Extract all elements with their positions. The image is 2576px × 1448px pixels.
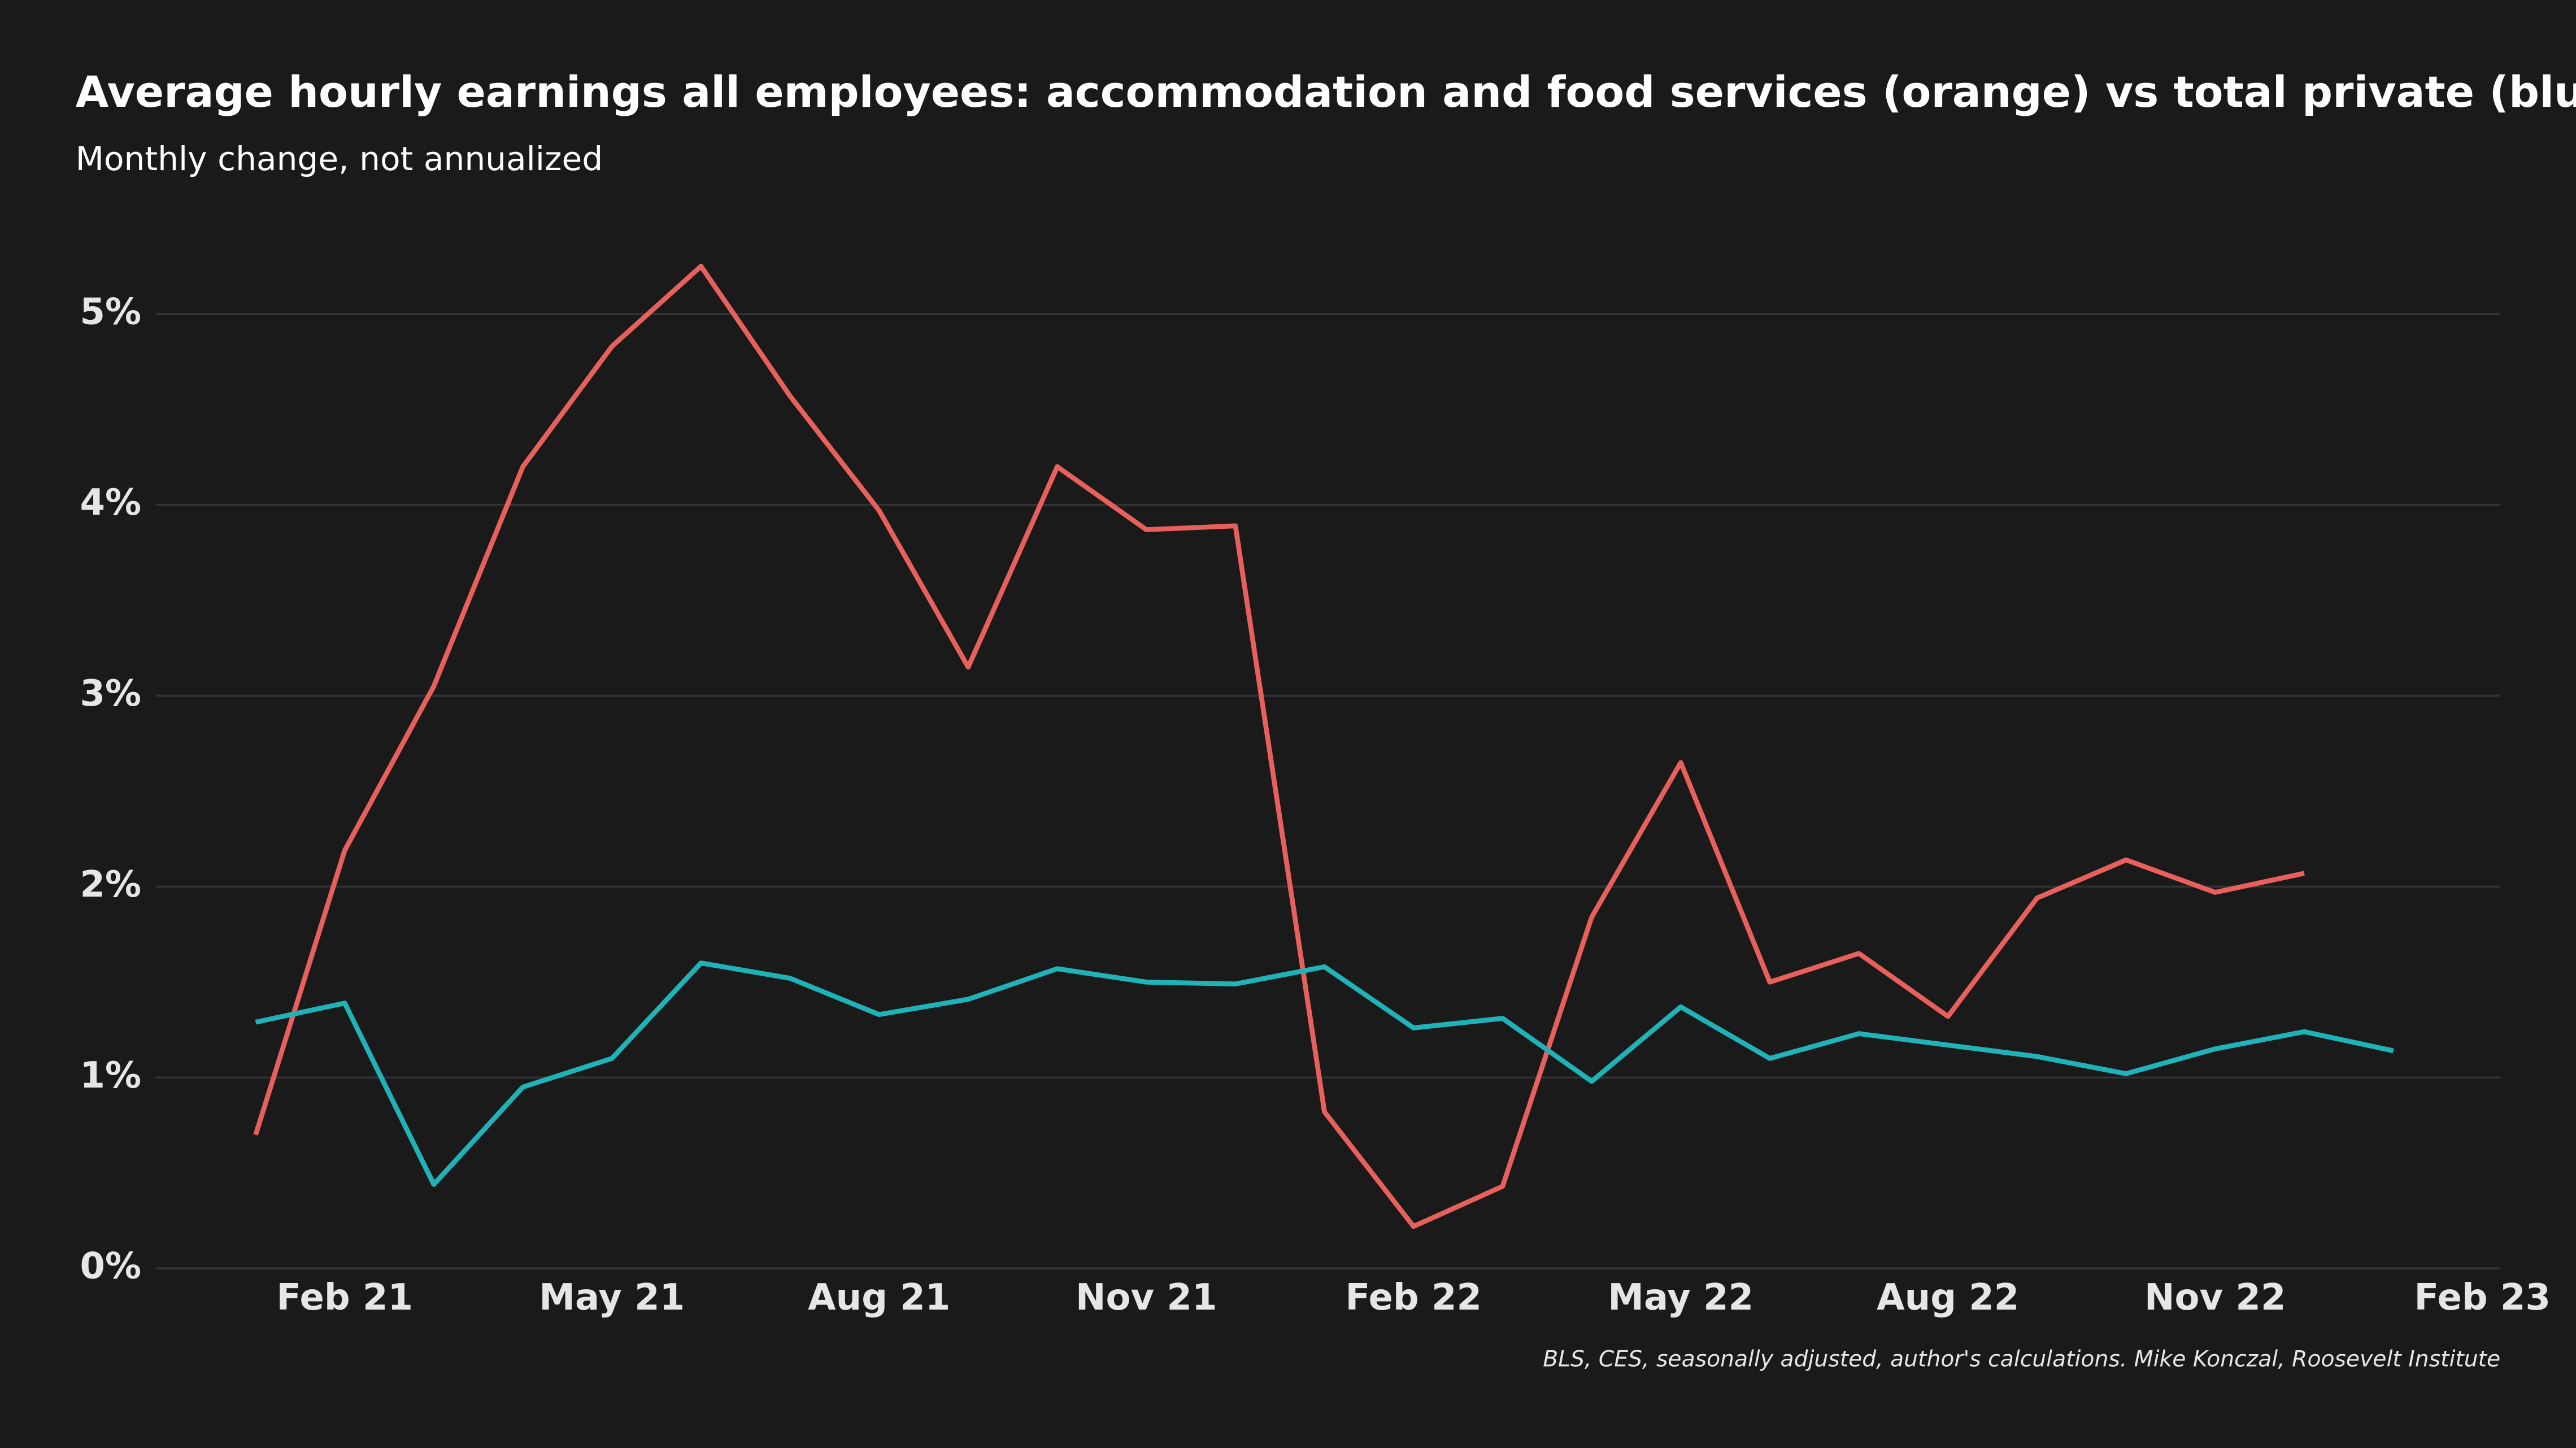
y-tick-label: 5%	[80, 291, 141, 333]
x-tick-label: Feb 21	[276, 1277, 413, 1319]
y-tick-label: 1%	[80, 1055, 141, 1097]
x-tick-label: Nov 21	[1076, 1277, 1217, 1319]
x-tick-label: Aug 21	[808, 1277, 950, 1319]
y-tick-label: 4%	[80, 482, 141, 524]
x-tick-label: May 22	[1608, 1277, 1753, 1319]
chart-subtitle: Monthly change, not annualized	[76, 140, 603, 178]
chart-title: Average hourly earnings all employees: a…	[76, 67, 2576, 117]
series-line	[255, 960, 2394, 1187]
x-tick-label: Nov 22	[2144, 1277, 2286, 1319]
x-tick-label: Aug 22	[1877, 1277, 2019, 1319]
x-tick-label: Feb 22	[1345, 1277, 1482, 1319]
x-tick-label: Feb 23	[2414, 1277, 2551, 1319]
y-tick-label: 2%	[80, 864, 141, 906]
y-tick-label: 3%	[80, 673, 141, 715]
series-line	[253, 263, 2305, 1229]
x-tick-label: May 21	[539, 1277, 685, 1319]
source-note: BLS, CES, seasonally adjusted, author's …	[1543, 1346, 2500, 1372]
y-tick-label: 0%	[80, 1246, 141, 1288]
